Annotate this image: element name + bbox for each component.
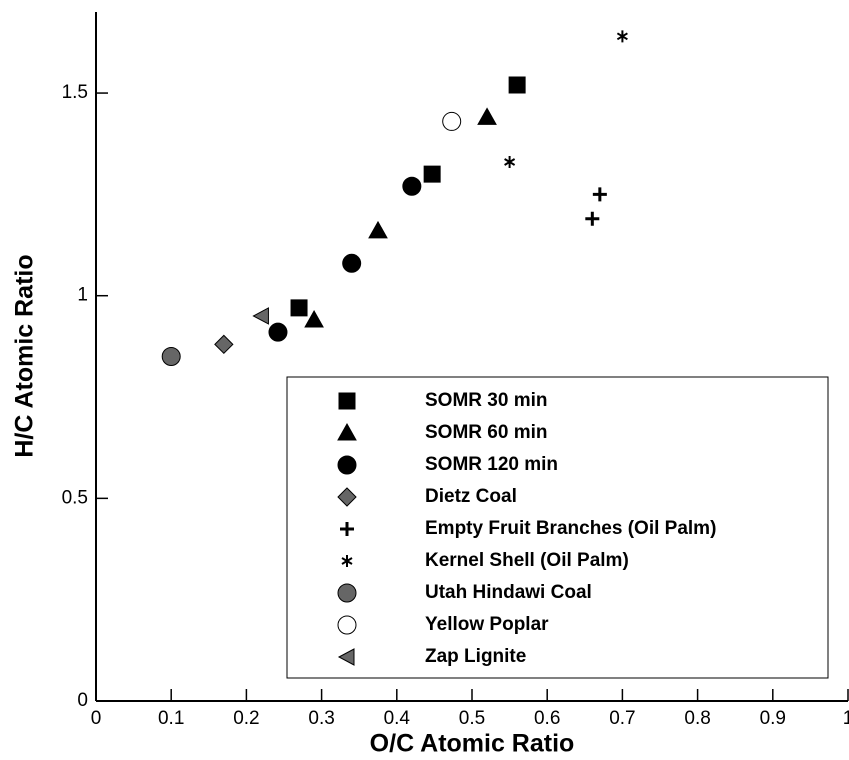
- x-axis-label: O/C Atomic Ratio: [370, 730, 575, 758]
- data-point: [214, 334, 234, 355]
- legend-label: Yellow Poplar: [425, 614, 549, 635]
- y-tick-label: 0: [77, 690, 88, 711]
- data-point: [161, 347, 181, 366]
- data-point: [442, 111, 462, 131]
- data-point: [477, 107, 497, 125]
- y-tick-label: 1: [77, 285, 88, 306]
- legend-label: Utah Hindawi Coal: [425, 582, 592, 603]
- x-tick-label: 1: [843, 708, 849, 729]
- data-point: [508, 76, 526, 94]
- data-point: [423, 165, 441, 183]
- data-point: [402, 176, 422, 196]
- legend-marker: [337, 422, 357, 441]
- x-tick-label: 0.3: [308, 708, 334, 729]
- y-axis-label: H/C Atomic Ratio: [11, 254, 39, 457]
- legend-marker: [338, 392, 356, 410]
- x-tick-label: 0.9: [760, 708, 786, 729]
- y-tick-label: 1.5: [62, 82, 88, 103]
- data-point: [592, 187, 607, 202]
- y-tick-label: 0.5: [62, 487, 88, 508]
- legend-label: Empty Fruit Branches (Oil Palm): [425, 518, 716, 539]
- legend-marker: [337, 648, 355, 666]
- x-tick-label: 0.1: [158, 708, 184, 729]
- x-tick-label: 0.6: [534, 708, 560, 729]
- data-point: [368, 220, 388, 239]
- legend-marker: [340, 522, 354, 536]
- x-tick-label: 0.4: [384, 708, 411, 729]
- legend-marker: [337, 455, 357, 475]
- x-tick-label: 0.8: [684, 708, 710, 729]
- legend-label: SOMR 30 min: [425, 390, 547, 411]
- legend-marker: [337, 583, 357, 603]
- legend-box: [286, 376, 829, 679]
- x-tick-label: 0.2: [233, 708, 259, 729]
- legend-marker: [337, 615, 357, 635]
- data-point: [290, 299, 308, 317]
- legend-marker: [337, 487, 357, 507]
- x-tick-label: 0.7: [609, 708, 635, 729]
- legend-label: Kernel Shell (Oil Palm): [425, 550, 629, 571]
- data-point: [342, 253, 362, 273]
- legend-marker: [341, 555, 353, 567]
- data-point: [504, 155, 516, 168]
- data-point: [616, 30, 628, 43]
- data-point: [304, 310, 324, 328]
- x-tick-label: 0: [91, 708, 102, 729]
- data-point: [268, 322, 288, 342]
- legend-label: SOMR 60 min: [425, 422, 547, 443]
- data-point: [585, 211, 600, 226]
- legend-label: Dietz Coal: [425, 486, 517, 507]
- legend-label: SOMR 120 min: [425, 454, 558, 475]
- data-point: [252, 307, 269, 325]
- x-tick-label: 0.5: [459, 708, 485, 729]
- legend-label: Zap Lignite: [425, 646, 526, 667]
